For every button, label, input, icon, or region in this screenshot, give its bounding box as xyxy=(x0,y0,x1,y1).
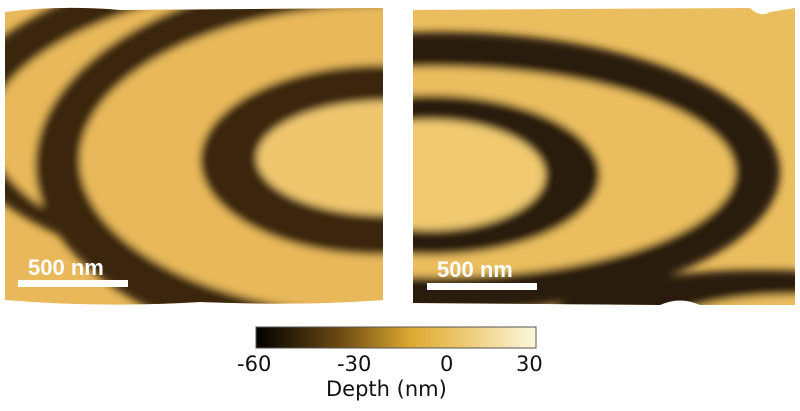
colorbar-tick: 30 xyxy=(516,352,543,376)
scale-bar-label-right: 500 nm xyxy=(437,257,513,282)
colorbar-tick: -60 xyxy=(237,352,272,376)
afm-image-right xyxy=(413,8,795,305)
colorbar-label: Depth (nm) xyxy=(326,377,447,401)
scale-bar-left xyxy=(18,280,128,287)
colorbar-tick: 0 xyxy=(440,352,454,376)
colorbar xyxy=(255,326,537,349)
afm-image-left xyxy=(5,7,383,305)
scale-bar-right xyxy=(427,283,537,290)
scale-bar-label-left: 500 nm xyxy=(28,255,104,280)
colorbar-tick: -30 xyxy=(337,352,372,376)
